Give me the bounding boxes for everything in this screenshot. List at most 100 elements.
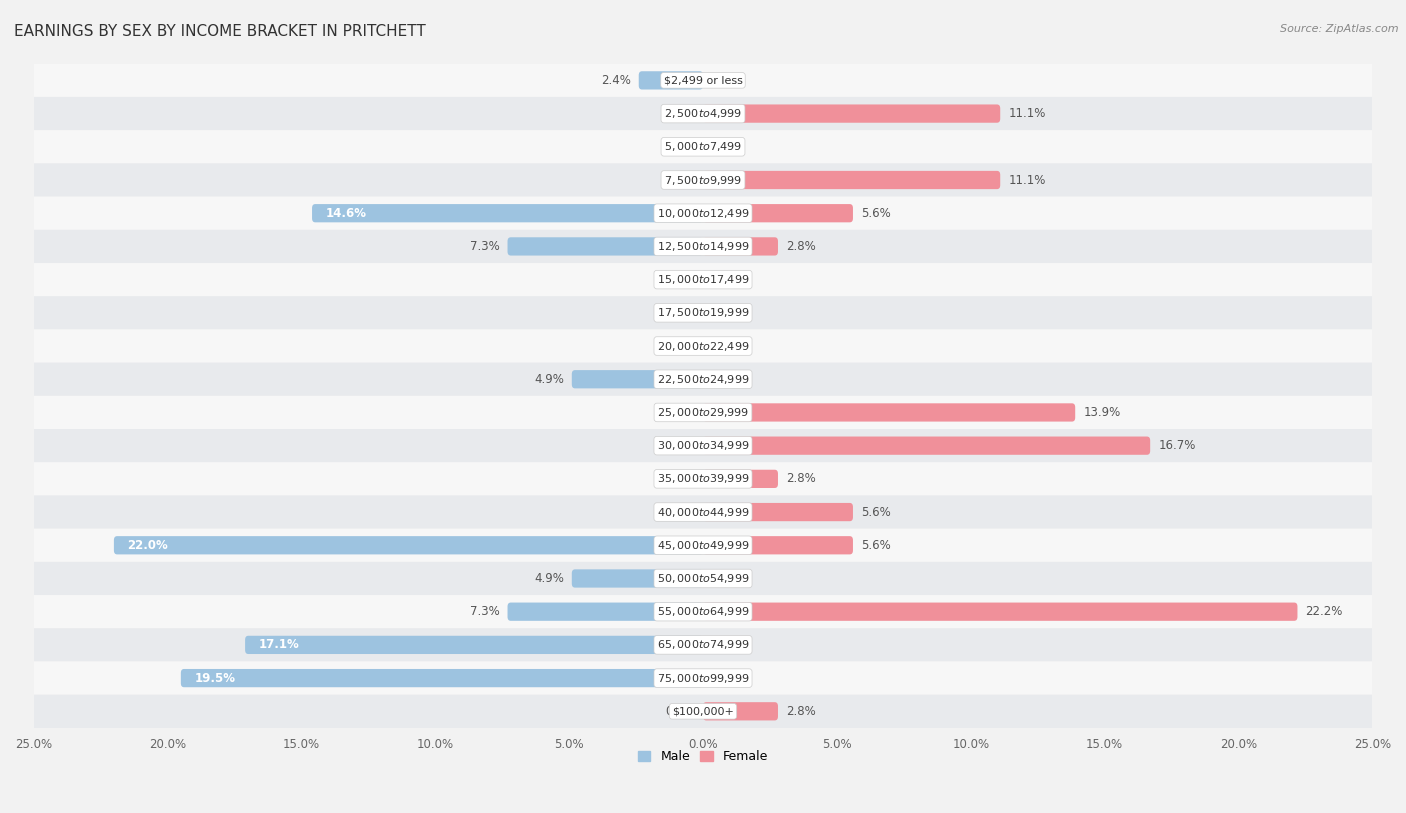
Text: $100,000+: $100,000+ xyxy=(672,706,734,716)
Text: 5.6%: 5.6% xyxy=(860,539,891,552)
Text: 7.3%: 7.3% xyxy=(470,240,499,253)
Text: $55,000 to $64,999: $55,000 to $64,999 xyxy=(657,605,749,618)
Text: 0.0%: 0.0% xyxy=(711,141,741,154)
Text: $45,000 to $49,999: $45,000 to $49,999 xyxy=(657,539,749,552)
Text: $75,000 to $99,999: $75,000 to $99,999 xyxy=(657,672,749,685)
Text: $7,500 to $9,999: $7,500 to $9,999 xyxy=(664,173,742,186)
Text: $17,500 to $19,999: $17,500 to $19,999 xyxy=(657,307,749,320)
Text: 0.0%: 0.0% xyxy=(665,340,695,353)
Text: $65,000 to $74,999: $65,000 to $74,999 xyxy=(657,638,749,651)
Text: $2,500 to $4,999: $2,500 to $4,999 xyxy=(664,107,742,120)
FancyBboxPatch shape xyxy=(703,237,778,255)
FancyBboxPatch shape xyxy=(703,702,778,720)
Text: 0.0%: 0.0% xyxy=(665,307,695,320)
Text: 0.0%: 0.0% xyxy=(711,273,741,286)
Text: EARNINGS BY SEX BY INCOME BRACKET IN PRITCHETT: EARNINGS BY SEX BY INCOME BRACKET IN PRI… xyxy=(14,24,426,39)
FancyBboxPatch shape xyxy=(703,503,853,521)
FancyBboxPatch shape xyxy=(20,628,1386,662)
FancyBboxPatch shape xyxy=(20,329,1386,363)
FancyBboxPatch shape xyxy=(638,72,703,89)
FancyBboxPatch shape xyxy=(114,536,703,554)
Text: 0.0%: 0.0% xyxy=(711,74,741,87)
FancyBboxPatch shape xyxy=(20,130,1386,163)
FancyBboxPatch shape xyxy=(20,694,1386,728)
Text: 0.0%: 0.0% xyxy=(711,572,741,585)
FancyBboxPatch shape xyxy=(20,296,1386,329)
Text: 16.7%: 16.7% xyxy=(1159,439,1195,452)
Text: Source: ZipAtlas.com: Source: ZipAtlas.com xyxy=(1281,24,1399,34)
Text: 0.0%: 0.0% xyxy=(711,672,741,685)
FancyBboxPatch shape xyxy=(20,562,1386,595)
FancyBboxPatch shape xyxy=(20,63,1386,97)
Text: 13.9%: 13.9% xyxy=(1083,406,1121,419)
Text: 2.8%: 2.8% xyxy=(786,472,815,485)
Text: 14.6%: 14.6% xyxy=(325,207,367,220)
Text: $22,500 to $24,999: $22,500 to $24,999 xyxy=(657,372,749,385)
Text: 0.0%: 0.0% xyxy=(665,506,695,519)
FancyBboxPatch shape xyxy=(20,197,1386,230)
Text: 0.0%: 0.0% xyxy=(665,406,695,419)
FancyBboxPatch shape xyxy=(703,104,1000,123)
FancyBboxPatch shape xyxy=(703,204,853,222)
FancyBboxPatch shape xyxy=(20,662,1386,694)
FancyBboxPatch shape xyxy=(20,363,1386,396)
FancyBboxPatch shape xyxy=(703,437,1150,454)
Text: $35,000 to $39,999: $35,000 to $39,999 xyxy=(657,472,749,485)
Text: 11.1%: 11.1% xyxy=(1008,107,1046,120)
Text: 4.9%: 4.9% xyxy=(534,572,564,585)
FancyBboxPatch shape xyxy=(181,669,703,687)
Text: $12,500 to $14,999: $12,500 to $14,999 xyxy=(657,240,749,253)
Text: 0.0%: 0.0% xyxy=(665,273,695,286)
FancyBboxPatch shape xyxy=(703,470,778,488)
FancyBboxPatch shape xyxy=(20,528,1386,562)
Text: 4.9%: 4.9% xyxy=(534,372,564,385)
Text: 5.6%: 5.6% xyxy=(860,207,891,220)
Text: 22.2%: 22.2% xyxy=(1306,605,1343,618)
FancyBboxPatch shape xyxy=(20,263,1386,296)
Text: 11.1%: 11.1% xyxy=(1008,173,1046,186)
FancyBboxPatch shape xyxy=(20,463,1386,495)
Text: 0.0%: 0.0% xyxy=(665,173,695,186)
Text: $2,499 or less: $2,499 or less xyxy=(664,76,742,85)
Text: 2.4%: 2.4% xyxy=(600,74,631,87)
FancyBboxPatch shape xyxy=(572,370,703,389)
FancyBboxPatch shape xyxy=(508,602,703,621)
Text: 0.0%: 0.0% xyxy=(665,472,695,485)
FancyBboxPatch shape xyxy=(20,429,1386,463)
Text: $50,000 to $54,999: $50,000 to $54,999 xyxy=(657,572,749,585)
FancyBboxPatch shape xyxy=(703,536,853,554)
Text: $5,000 to $7,499: $5,000 to $7,499 xyxy=(664,141,742,154)
Text: 2.8%: 2.8% xyxy=(786,240,815,253)
Legend: Male, Female: Male, Female xyxy=(633,746,773,768)
FancyBboxPatch shape xyxy=(20,97,1386,130)
Text: 22.0%: 22.0% xyxy=(128,539,169,552)
FancyBboxPatch shape xyxy=(703,171,1000,189)
Text: $10,000 to $12,499: $10,000 to $12,499 xyxy=(657,207,749,220)
Text: 0.0%: 0.0% xyxy=(665,141,695,154)
FancyBboxPatch shape xyxy=(20,230,1386,263)
FancyBboxPatch shape xyxy=(703,403,1076,422)
Text: 0.0%: 0.0% xyxy=(665,705,695,718)
Text: 7.3%: 7.3% xyxy=(470,605,499,618)
Text: 0.0%: 0.0% xyxy=(665,107,695,120)
FancyBboxPatch shape xyxy=(20,396,1386,429)
Text: 17.1%: 17.1% xyxy=(259,638,299,651)
Text: 0.0%: 0.0% xyxy=(711,372,741,385)
Text: $20,000 to $22,499: $20,000 to $22,499 xyxy=(657,340,749,353)
Text: $25,000 to $29,999: $25,000 to $29,999 xyxy=(657,406,749,419)
FancyBboxPatch shape xyxy=(245,636,703,654)
Text: $40,000 to $44,999: $40,000 to $44,999 xyxy=(657,506,749,519)
FancyBboxPatch shape xyxy=(572,569,703,588)
Text: $30,000 to $34,999: $30,000 to $34,999 xyxy=(657,439,749,452)
Text: 0.0%: 0.0% xyxy=(711,638,741,651)
FancyBboxPatch shape xyxy=(508,237,703,255)
FancyBboxPatch shape xyxy=(20,495,1386,528)
FancyBboxPatch shape xyxy=(20,163,1386,197)
Text: 2.8%: 2.8% xyxy=(786,705,815,718)
FancyBboxPatch shape xyxy=(20,595,1386,628)
Text: 0.0%: 0.0% xyxy=(665,439,695,452)
Text: 0.0%: 0.0% xyxy=(711,307,741,320)
FancyBboxPatch shape xyxy=(312,204,703,222)
FancyBboxPatch shape xyxy=(703,602,1298,621)
Text: 0.0%: 0.0% xyxy=(711,340,741,353)
